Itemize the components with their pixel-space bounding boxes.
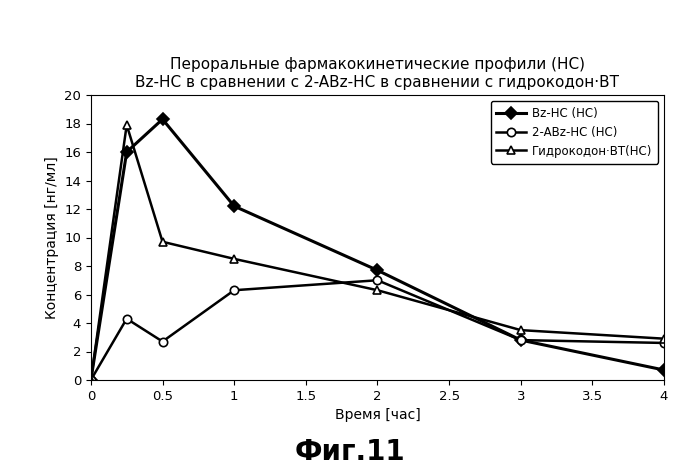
- Bz-НС (НС): [660, 367, 668, 373]
- Гидрокодон·ВТ(НС): [660, 336, 668, 342]
- 2-ABz-НС (НС): [230, 287, 238, 293]
- Text: Фиг.11: Фиг.11: [294, 437, 405, 466]
- Гидрокодон·ВТ(НС): [373, 287, 382, 293]
- Bz-НС (НС): [87, 377, 95, 383]
- 2-ABz-НС (НС): [87, 377, 95, 383]
- Гидрокодон·ВТ(НС): [517, 327, 525, 333]
- 2-ABz-НС (НС): [158, 339, 166, 344]
- Line: 2-ABz-НС (НС): 2-ABz-НС (НС): [87, 276, 668, 384]
- Bz-НС (НС): [517, 337, 525, 343]
- Bz-НС (НС): [230, 203, 238, 209]
- 2-ABz-НС (НС): [122, 316, 131, 322]
- 2-ABz-НС (НС): [517, 337, 525, 343]
- Гидрокодон·ВТ(НС): [230, 256, 238, 262]
- Line: Гидрокодон·ВТ(НС): Гидрокодон·ВТ(НС): [87, 121, 668, 384]
- Гидрокодон·ВТ(НС): [87, 377, 95, 383]
- Гидрокодон·ВТ(НС): [122, 122, 131, 128]
- Bz-НС (НС): [373, 267, 382, 273]
- Гидрокодон·ВТ(НС): [158, 239, 166, 245]
- Bz-НС (НС): [122, 149, 131, 155]
- 2-ABz-НС (НС): [660, 340, 668, 346]
- Bz-НС (НС): [158, 116, 166, 122]
- Line: Bz-НС (НС): Bz-НС (НС): [87, 115, 668, 384]
- Y-axis label: Концентрация [нг/мл]: Концентрация [нг/мл]: [45, 156, 59, 319]
- Legend: Bz-НС (НС), 2-ABz-НС (НС), Гидрокодон·ВТ(НС): Bz-НС (НС), 2-ABz-НС (НС), Гидрокодон·ВТ…: [491, 101, 658, 163]
- 2-ABz-НС (НС): [373, 277, 382, 283]
- Title: Пероральные фармакокинетические профили (НС)
Bz-НС в сравнении с 2-ABz-НС в срав: Пероральные фармакокинетические профили …: [136, 57, 619, 90]
- X-axis label: Время [час]: Время [час]: [335, 408, 420, 422]
